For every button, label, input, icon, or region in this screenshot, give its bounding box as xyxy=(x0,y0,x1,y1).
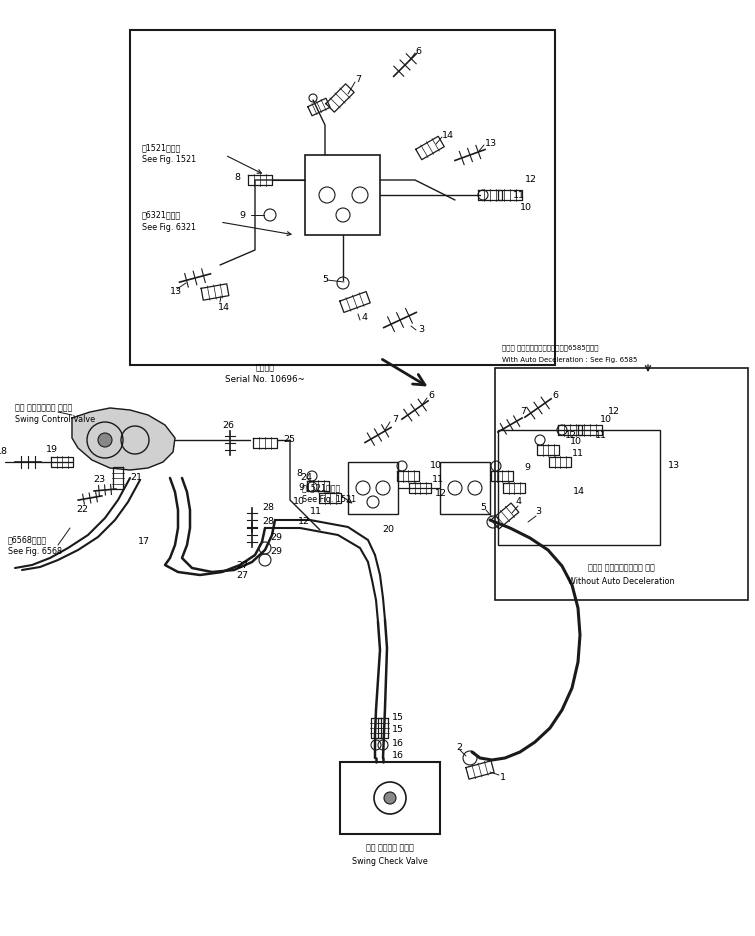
Text: オート デセラレーション 無し: オート デセラレーション 無し xyxy=(587,563,655,573)
Text: 12: 12 xyxy=(565,431,577,440)
Text: 3: 3 xyxy=(418,326,424,334)
Bar xyxy=(130,30,555,365)
Text: 8: 8 xyxy=(234,173,240,183)
Text: 16: 16 xyxy=(392,751,404,759)
Text: 16: 16 xyxy=(392,739,404,748)
Text: 12: 12 xyxy=(298,518,310,526)
Polygon shape xyxy=(72,408,175,470)
Text: 5: 5 xyxy=(480,504,486,513)
Text: 12: 12 xyxy=(435,489,447,498)
Text: 27: 27 xyxy=(236,561,248,569)
Text: 14: 14 xyxy=(573,488,585,496)
Text: 29: 29 xyxy=(270,548,282,557)
Text: See Fig. 1521: See Fig. 1521 xyxy=(142,155,196,165)
Text: 29: 29 xyxy=(270,534,282,543)
Bar xyxy=(498,430,660,545)
Text: 28: 28 xyxy=(262,518,274,526)
Text: 7: 7 xyxy=(520,407,526,417)
Text: 10: 10 xyxy=(600,416,612,425)
Text: With Auto Deceleration : See Fig. 6585: With Auto Deceleration : See Fig. 6585 xyxy=(502,357,637,363)
Text: 4: 4 xyxy=(362,314,368,323)
Text: 18: 18 xyxy=(0,447,8,457)
Text: 20: 20 xyxy=(382,525,394,534)
Bar xyxy=(340,762,440,834)
Text: 旋回 コントロール バルブ: 旋回 コントロール バルブ xyxy=(15,403,72,413)
Text: 7: 7 xyxy=(355,76,361,84)
Text: 第6568図参照: 第6568図参照 xyxy=(8,535,47,545)
Text: 6: 6 xyxy=(415,48,421,56)
Text: Without Auto Deceleration: Without Auto Deceleration xyxy=(568,578,674,587)
Text: 第6321図参照: 第6321図参照 xyxy=(142,211,181,220)
Text: 26: 26 xyxy=(222,420,234,430)
Text: 15: 15 xyxy=(392,725,404,735)
Text: オート デセラレーション付きは第6585図参照: オート デセラレーション付きは第6585図参照 xyxy=(502,344,599,351)
Text: 7: 7 xyxy=(392,416,398,425)
Bar xyxy=(348,462,398,514)
Text: 23: 23 xyxy=(93,475,105,485)
Text: 15: 15 xyxy=(392,713,404,723)
Text: 28: 28 xyxy=(262,504,274,513)
Text: 12: 12 xyxy=(608,407,620,417)
Text: 6: 6 xyxy=(428,391,434,401)
Text: 第1521図参照: 第1521図参照 xyxy=(142,143,181,153)
Text: 13: 13 xyxy=(668,461,680,470)
Text: 19: 19 xyxy=(46,446,58,455)
Text: 9: 9 xyxy=(524,463,530,473)
Text: See Fig. 6321: See Fig. 6321 xyxy=(142,223,196,231)
Text: 5: 5 xyxy=(322,275,328,285)
Text: 10: 10 xyxy=(430,461,442,471)
Text: 1: 1 xyxy=(500,773,506,782)
Bar xyxy=(440,462,490,514)
Text: 2: 2 xyxy=(456,743,462,753)
Text: 25: 25 xyxy=(283,435,295,445)
Text: 9: 9 xyxy=(298,484,304,492)
Text: 適用号機: 適用号機 xyxy=(255,363,275,373)
Text: 11: 11 xyxy=(310,507,322,517)
Text: 14: 14 xyxy=(442,130,454,139)
Text: 12: 12 xyxy=(525,175,537,184)
Text: 10: 10 xyxy=(293,498,305,506)
Circle shape xyxy=(384,792,396,804)
Text: 第1521図参照: 第1521図参照 xyxy=(302,484,341,492)
Bar xyxy=(305,155,380,235)
Text: 8: 8 xyxy=(296,470,302,478)
Text: 9: 9 xyxy=(239,211,245,220)
Text: 4: 4 xyxy=(515,498,521,506)
Text: 11: 11 xyxy=(432,475,444,485)
Text: 3: 3 xyxy=(535,507,541,517)
Text: See Fig. 6568: See Fig. 6568 xyxy=(8,548,62,557)
Text: 21: 21 xyxy=(130,474,142,482)
Text: 11: 11 xyxy=(572,449,584,459)
Text: 13: 13 xyxy=(485,139,497,148)
Text: See Fig. 1521: See Fig. 1521 xyxy=(302,495,356,505)
Bar xyxy=(495,368,748,600)
Text: 14: 14 xyxy=(218,303,230,313)
Text: Swing Control Valve: Swing Control Valve xyxy=(15,416,95,425)
Text: 11: 11 xyxy=(595,431,607,440)
Text: Swing Check Valve: Swing Check Valve xyxy=(352,856,428,866)
Text: Serial No. 10696~: Serial No. 10696~ xyxy=(225,375,305,385)
Text: 10: 10 xyxy=(520,203,532,212)
Text: 10: 10 xyxy=(570,437,582,446)
Text: 旋回 チェック バルブ: 旋回 チェック バルブ xyxy=(366,843,414,853)
Text: 22: 22 xyxy=(76,505,88,515)
Text: 6: 6 xyxy=(552,390,558,400)
Text: 17: 17 xyxy=(138,537,150,547)
Circle shape xyxy=(98,433,112,447)
Text: 11: 11 xyxy=(513,191,525,199)
Text: 13: 13 xyxy=(170,287,182,297)
Text: 27: 27 xyxy=(236,571,248,579)
Text: 24: 24 xyxy=(300,474,312,482)
